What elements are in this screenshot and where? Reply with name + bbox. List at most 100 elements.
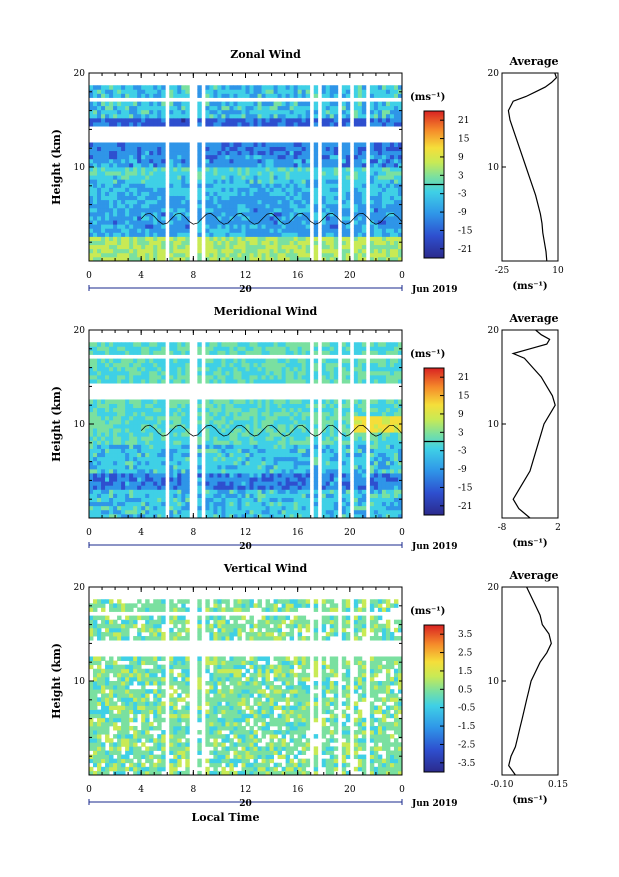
heatmap-cell (334, 241, 338, 245)
heatmap-cell (149, 175, 153, 179)
heatmap-cell (286, 167, 290, 171)
heatmap-cell (254, 506, 258, 510)
heatmap-cell (258, 432, 262, 436)
heatmap-cell (326, 93, 330, 97)
heatmap-cell (298, 200, 302, 204)
heatmap-cell (101, 155, 105, 159)
heatmap-cell (157, 375, 161, 379)
heatmap-cell (221, 485, 225, 489)
heatmap-cell (298, 502, 302, 506)
heatmap-cell (137, 200, 141, 204)
heatmap-cell (113, 473, 117, 477)
heatmap-cell (298, 183, 302, 187)
heatmap-cell (298, 350, 302, 354)
heatmap-cell (306, 106, 310, 110)
heatmap-cell (274, 412, 278, 416)
heatmap-cell (197, 473, 201, 477)
heatmap-cell (153, 118, 157, 122)
heatmap-cell (125, 142, 129, 146)
heatmap-cell (326, 359, 330, 363)
heatmap-cell (197, 212, 201, 216)
heatmap-cell (197, 151, 201, 155)
heatmap-cell (141, 506, 145, 510)
heatmap-cell (141, 110, 145, 114)
heatmap-cell (225, 220, 229, 224)
heatmap-cell (97, 342, 101, 346)
heatmap-cell (258, 187, 262, 191)
heatmap-cell (314, 93, 318, 97)
heatmap-cell (334, 118, 338, 122)
heatmap-cell (294, 159, 298, 163)
heatmap-cell (241, 444, 245, 448)
heatmap-cell (93, 424, 97, 428)
heatmap-cell (205, 89, 209, 93)
heatmap-cell (294, 420, 298, 424)
heatmap-cell (185, 481, 189, 485)
heatmap-cell (113, 461, 117, 465)
heatmap-cell (286, 436, 290, 440)
heatmap-cell (125, 432, 129, 436)
heatmap-cell (246, 208, 250, 212)
heatmap-cell (109, 350, 113, 354)
heatmap-cell (298, 379, 302, 383)
heatmap-cell (121, 167, 125, 171)
heatmap-cell (209, 489, 213, 493)
heatmap-cell (161, 502, 165, 506)
heatmap-cell (129, 457, 133, 461)
heatmap-cell (177, 477, 181, 481)
heatmap-cell (213, 457, 217, 461)
heatmap-cell (177, 424, 181, 428)
heatmap-cell (258, 449, 262, 453)
heatmap-cell (197, 142, 201, 146)
heatmap-cell (121, 453, 125, 457)
heatmap-cell (149, 498, 153, 502)
heatmap-cell (390, 187, 394, 191)
heatmap-cell (262, 245, 266, 249)
heatmap-cell (302, 171, 306, 175)
heatmap-cell (306, 379, 310, 383)
heatmap-cell (294, 367, 298, 371)
heatmap-cell (233, 473, 237, 477)
heatmap-cell (266, 89, 270, 93)
heatmap-cell (378, 93, 382, 97)
heatmap-cell (117, 93, 121, 97)
heatmap-cell (274, 179, 278, 183)
heatmap-cell (117, 183, 121, 187)
heatmap-cell (246, 122, 250, 126)
heatmap-cell (270, 371, 274, 375)
heatmap-cell (137, 461, 141, 465)
heatmap-cell (205, 167, 209, 171)
heatmap-cell (358, 110, 362, 114)
heatmap-cell (169, 506, 173, 510)
heatmap-cell (270, 502, 274, 506)
heatmap-cell (113, 469, 117, 473)
heatmap-cell (362, 187, 366, 191)
heatmap-cell (390, 151, 394, 155)
heatmap-cell (141, 473, 145, 477)
heatmap-cell (362, 155, 366, 159)
heatmap-cell (330, 110, 334, 114)
heatmap-cell (105, 457, 109, 461)
heatmap-cell (173, 399, 177, 403)
heatmap-cell (225, 485, 229, 489)
heatmap-cell (185, 473, 189, 477)
heatmap-cell (229, 399, 233, 403)
heatmap-cell (246, 200, 250, 204)
heatmap-cell (286, 510, 290, 514)
heatmap-cell (286, 489, 290, 493)
heatmap-cell (390, 167, 394, 171)
heatmap-cell (129, 416, 133, 420)
heatmap-cell (229, 175, 233, 179)
heatmap-cell (149, 453, 153, 457)
heatmap-cell (306, 375, 310, 379)
heatmap-cell (157, 253, 161, 257)
heatmap-cell (133, 371, 137, 375)
heatmap-cell (161, 440, 165, 444)
heatmap-cell (374, 85, 378, 89)
heatmap-cell (274, 502, 278, 506)
heatmap-cell (185, 200, 189, 204)
heatmap-cell (334, 461, 338, 465)
heatmap-cell (302, 510, 306, 514)
heatmap-cell (298, 457, 302, 461)
heatmap-cell (93, 449, 97, 453)
